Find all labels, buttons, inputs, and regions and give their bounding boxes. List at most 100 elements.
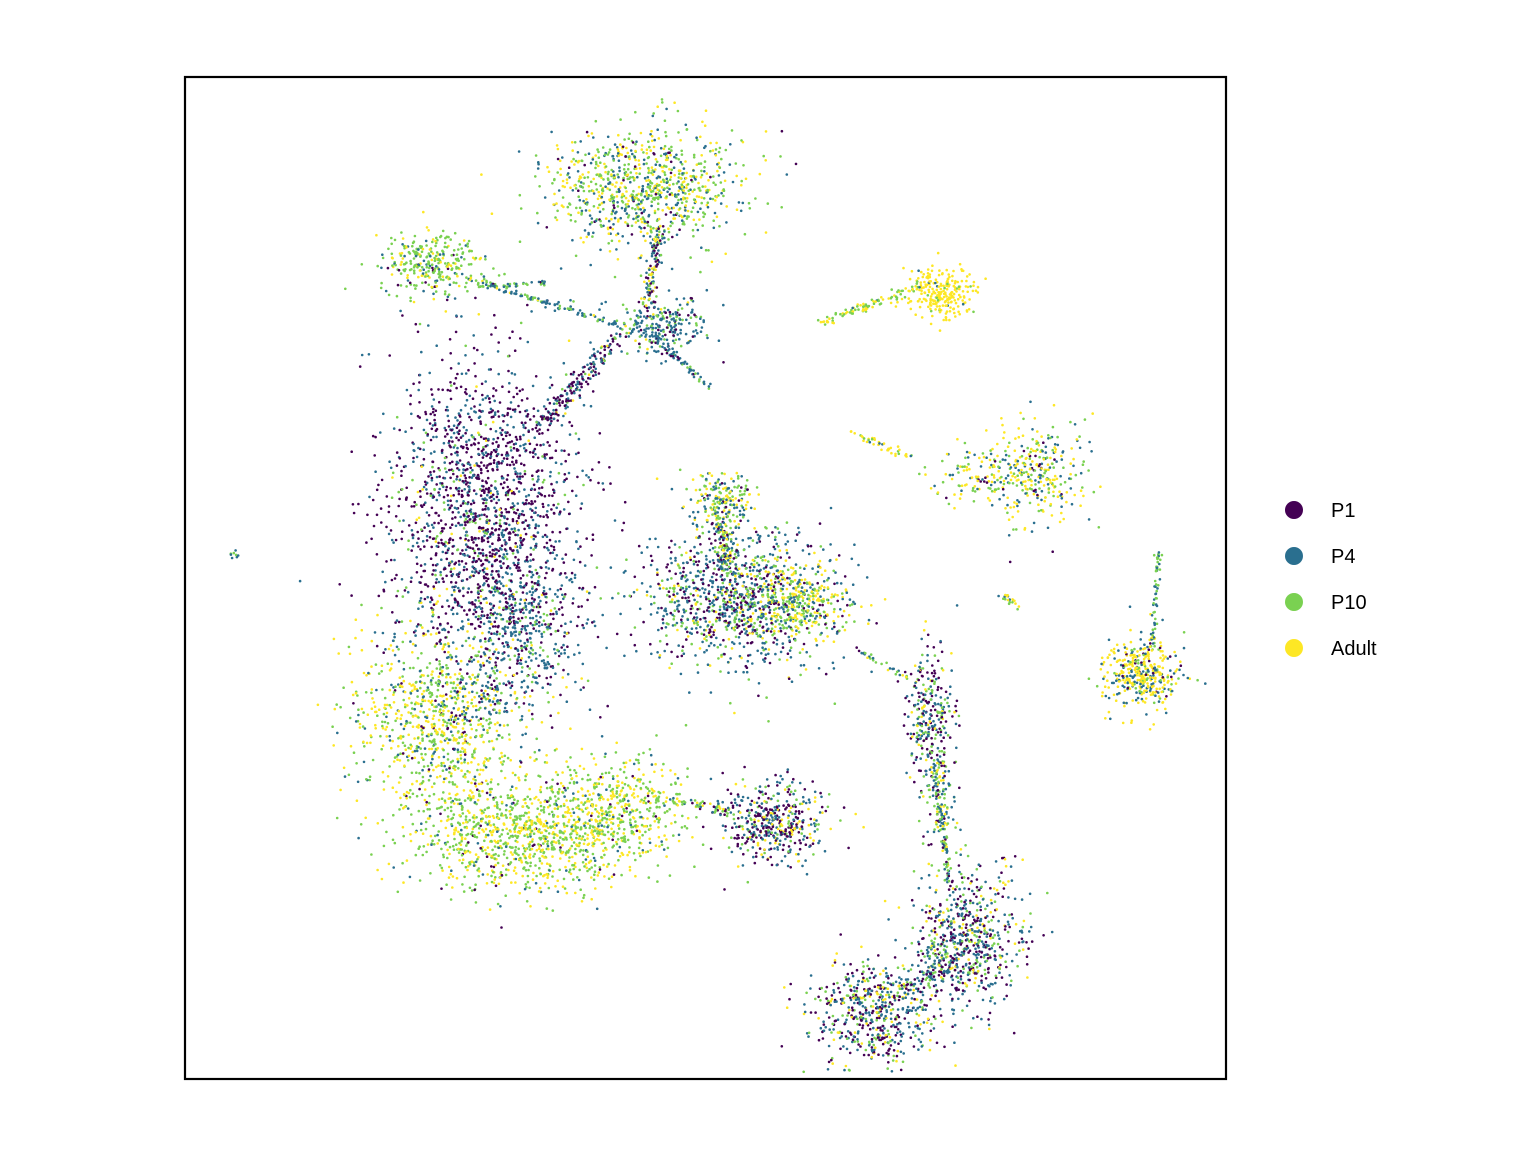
point-p10 — [434, 681, 438, 684]
point-adult — [420, 756, 424, 760]
point-p10 — [449, 805, 453, 809]
point-p4 — [966, 456, 970, 459]
point-p1 — [516, 475, 519, 478]
point-p10 — [998, 880, 1002, 883]
point-p1 — [839, 1047, 842, 1051]
point-p4 — [780, 859, 784, 863]
point-p1 — [476, 348, 479, 352]
point-p1 — [1012, 1031, 1016, 1035]
point-p4 — [480, 700, 484, 703]
point-p10 — [518, 193, 522, 197]
point-p10 — [626, 167, 630, 171]
point-p1 — [468, 476, 471, 479]
point-p10 — [789, 790, 793, 794]
point-p4 — [607, 323, 611, 326]
point-p1 — [660, 626, 664, 630]
point-adult — [610, 885, 613, 889]
point-p4 — [530, 593, 534, 597]
point-p1 — [518, 389, 522, 393]
point-adult — [809, 836, 812, 840]
point-p10 — [917, 699, 920, 702]
point-p4 — [472, 512, 475, 515]
point-p10 — [622, 321, 626, 325]
point-p4 — [483, 534, 486, 538]
point-p10 — [401, 640, 405, 644]
point-p1 — [473, 405, 476, 408]
point-p1 — [721, 771, 724, 775]
point-p4 — [771, 553, 775, 557]
point-p1 — [647, 800, 650, 803]
point-p4 — [551, 551, 555, 554]
point-p1 — [612, 873, 616, 876]
point-p4 — [435, 435, 438, 439]
point-p4 — [951, 473, 955, 477]
point-adult — [979, 894, 983, 898]
point-adult — [1128, 681, 1132, 684]
point-p4 — [1145, 713, 1148, 716]
point-p10 — [565, 824, 569, 828]
point-p4 — [850, 557, 854, 561]
point-p1 — [897, 998, 901, 1002]
point-adult — [604, 170, 607, 174]
point-p4 — [894, 938, 897, 942]
point-p10 — [471, 435, 475, 439]
point-p10 — [370, 691, 373, 695]
point-p1 — [944, 690, 948, 694]
point-p1 — [825, 1002, 829, 1006]
point-p10 — [493, 671, 497, 675]
point-p4 — [994, 981, 997, 985]
point-p1 — [410, 549, 414, 552]
point-p10 — [471, 753, 474, 756]
point-adult — [1019, 411, 1022, 415]
point-p10 — [477, 650, 481, 654]
point-p1 — [633, 575, 637, 579]
point-adult — [398, 676, 402, 679]
point-p1 — [457, 438, 461, 442]
point-p1 — [442, 495, 446, 499]
point-p4 — [699, 207, 702, 210]
point-p4 — [808, 845, 811, 848]
point-p10 — [500, 691, 503, 695]
point-adult — [435, 602, 438, 605]
point-p4 — [496, 492, 500, 496]
point-p10 — [604, 810, 608, 813]
point-p1 — [480, 689, 483, 692]
point-p4 — [1130, 670, 1133, 673]
point-p10 — [465, 281, 468, 285]
point-p10 — [636, 219, 640, 222]
point-p4 — [531, 616, 535, 620]
point-p10 — [799, 623, 802, 626]
point-p1 — [504, 444, 508, 448]
point-p10 — [583, 832, 587, 835]
point-p10 — [462, 890, 466, 893]
point-p10 — [1160, 553, 1164, 557]
point-p10 — [434, 254, 438, 258]
point-adult — [685, 186, 688, 190]
point-adult — [611, 183, 614, 186]
point-p1 — [931, 705, 935, 708]
point-adult — [420, 274, 424, 278]
point-p10 — [1011, 601, 1014, 604]
point-p4 — [1135, 681, 1139, 685]
point-p10 — [803, 602, 807, 605]
point-adult — [841, 595, 844, 599]
point-p4 — [614, 211, 617, 215]
point-p1 — [518, 410, 522, 414]
point-adult — [376, 868, 379, 872]
point-adult — [1174, 682, 1178, 685]
point-p4 — [464, 711, 468, 715]
point-adult — [502, 822, 506, 825]
point-p10 — [535, 874, 538, 878]
point-p10 — [477, 615, 481, 618]
point-p10 — [622, 761, 626, 765]
point-p4 — [579, 181, 583, 184]
point-adult — [791, 592, 794, 596]
point-p1 — [375, 513, 379, 517]
point-p10 — [661, 101, 664, 104]
point-adult — [708, 620, 711, 624]
point-p1 — [623, 500, 627, 504]
point-p10 — [993, 900, 997, 903]
point-adult — [486, 798, 489, 801]
point-p4 — [542, 443, 545, 446]
point-p1 — [609, 334, 613, 337]
